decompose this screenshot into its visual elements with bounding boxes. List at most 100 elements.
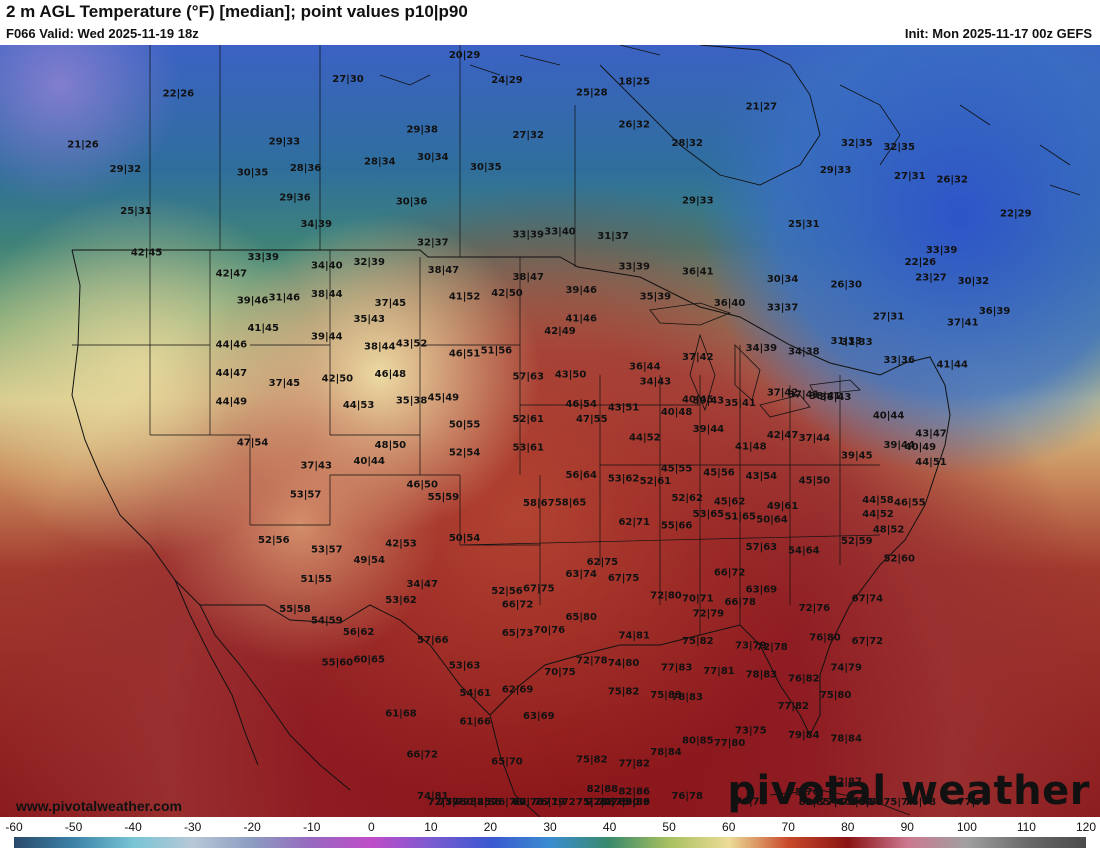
- colorbar-tick-label: -60: [5, 820, 23, 834]
- point-value-label: 37|43: [300, 460, 332, 471]
- point-value-label: 52|61: [640, 476, 672, 487]
- point-value-label: 31|33: [830, 336, 862, 347]
- pacific-coastline: [71, 249, 351, 791]
- mexico-east-coast: [489, 714, 541, 817]
- point-value-label: 45|55: [661, 464, 693, 475]
- point-value-label: 39|44: [311, 332, 343, 343]
- point-value-label: 28|32: [671, 138, 703, 149]
- point-value-label: 29|36: [279, 192, 311, 203]
- point-value-label: 75|80: [820, 690, 852, 701]
- point-value-label: 43|50: [555, 370, 587, 381]
- point-value-label: 77|82: [618, 758, 650, 769]
- point-value-label: 49|54: [353, 555, 385, 566]
- point-value-label: 63|69: [746, 585, 778, 596]
- baja-coastline: [174, 579, 259, 766]
- website-text[interactable]: www.pivotalweather.com: [16, 798, 182, 814]
- point-value-label: 44|47: [216, 368, 248, 379]
- point-value-label: 18|25: [618, 77, 650, 88]
- point-value-label: 71|74: [576, 797, 608, 808]
- colorbar-tick-label: 80: [841, 820, 855, 834]
- point-value-label: 55|60: [322, 657, 354, 668]
- point-value-label: 26|30: [830, 279, 862, 290]
- point-value-label: 45|62: [714, 497, 746, 508]
- great-lakes: [649, 302, 861, 418]
- point-value-label: 42|49: [544, 326, 576, 337]
- point-value-label: 74|79: [830, 663, 862, 674]
- colorbar-tick-label: 100: [957, 820, 977, 834]
- point-value-label: 52|56: [258, 535, 290, 546]
- point-value-label: 80|85: [682, 735, 714, 746]
- point-value-label: 36|44: [629, 362, 661, 373]
- point-value-label: 56|62: [343, 627, 375, 638]
- colorbar-tick-label: 10: [424, 820, 438, 834]
- point-value-label: 44|53: [343, 400, 375, 411]
- point-value-label: 37|42: [682, 352, 714, 363]
- point-value-label: 32|35: [883, 142, 915, 153]
- point-value-label: 76|78: [671, 791, 703, 802]
- point-value-label: 47|54: [237, 437, 269, 448]
- map-canvas: 22|26 27|30 20|29 24|29 25|28 18|25 21|27 32|35…: [0, 45, 1100, 817]
- point-value-label: 26|32: [936, 175, 968, 186]
- point-value-label: 83|86: [618, 797, 650, 808]
- point-value-label: 56|64: [565, 470, 597, 481]
- point-value-label: 78|81: [852, 797, 884, 808]
- point-value-label: 53|63: [449, 661, 481, 672]
- point-value-label: 40|44: [353, 456, 385, 467]
- point-value-label: 30|32: [958, 276, 990, 287]
- point-value-label: 75|82: [608, 686, 640, 697]
- point-value-label: 53|62: [385, 595, 417, 606]
- point-value-label: 39|46: [565, 285, 597, 296]
- point-value-label: 28|36: [290, 163, 322, 174]
- point-value-label: 70|75: [544, 667, 576, 678]
- point-value-label: 34|38: [788, 347, 820, 358]
- point-value-label: 65|70: [491, 757, 523, 768]
- point-value-label: 34|39: [300, 219, 332, 230]
- us-mexico-border: [200, 604, 491, 716]
- point-value-label: 74|76: [597, 797, 629, 808]
- point-values: 22|26 27|30 20|29 24|29 25|28 18|25 21|27 32|35…: [67, 50, 1031, 808]
- point-value-label: 72|76: [799, 603, 831, 614]
- point-value-label: 42|53: [385, 538, 417, 549]
- point-value-label: 26|32: [618, 119, 650, 130]
- point-value-label: 53|62: [608, 473, 640, 484]
- point-value-label: 35|41: [724, 398, 756, 409]
- point-value-label: 46|51: [449, 348, 481, 359]
- temperature-map[interactable]: 22|26 27|30 20|29 24|29 25|28 18|25 21|27 32|35…: [0, 45, 1100, 817]
- point-value-label: 38|47: [512, 272, 544, 283]
- point-value-label: 38|41: [809, 391, 841, 402]
- point-value-label: 39|43: [693, 395, 725, 406]
- point-value-label: 67|74: [852, 594, 884, 605]
- point-value-label: 25|31: [788, 219, 820, 230]
- point-value-label: 62|69: [502, 685, 534, 696]
- point-value-label: 23|27: [915, 272, 947, 283]
- point-value-label: 30|34: [767, 274, 799, 285]
- point-value-label: 50|64: [756, 514, 788, 525]
- point-value-label: 40|45: [682, 395, 714, 406]
- point-value-label: 72|78: [756, 642, 788, 653]
- point-value-label: 76|78: [905, 797, 937, 808]
- point-value-label: 52|54: [449, 448, 481, 459]
- point-value-label: 76|78: [735, 797, 767, 808]
- point-value-label: 66|78: [724, 597, 756, 608]
- title: 2 m AGL Temperature (°F) [median]; point…: [6, 2, 468, 21]
- point-value-label: 73|75: [735, 726, 767, 737]
- point-value-label: 33|39: [247, 252, 279, 263]
- point-value-label: 33|39: [926, 245, 958, 256]
- point-value-label: 44|46: [216, 340, 248, 351]
- point-value-label: 55|58: [279, 604, 311, 615]
- point-value-label: 30|34: [417, 152, 449, 163]
- point-value-label: 43|52: [396, 339, 428, 350]
- point-value-label: 34|47: [406, 579, 438, 590]
- point-value-label: 67|75: [523, 583, 555, 594]
- point-value-label: 78|82: [841, 797, 873, 808]
- point-value-label: 72|80: [650, 591, 682, 602]
- point-value-label: 22|26: [163, 89, 195, 100]
- colorbar-tick-label: -10: [303, 820, 321, 834]
- point-value-label: 39|44: [883, 440, 915, 451]
- point-value-label: 53|65: [693, 509, 725, 520]
- point-value-label: 41|45: [247, 323, 279, 334]
- point-value-label: 52|62: [671, 493, 703, 504]
- colorbar-tick-label: 0: [368, 820, 375, 834]
- colorbar-tick-label: -40: [124, 820, 142, 834]
- point-value-label: 37|44: [799, 433, 831, 444]
